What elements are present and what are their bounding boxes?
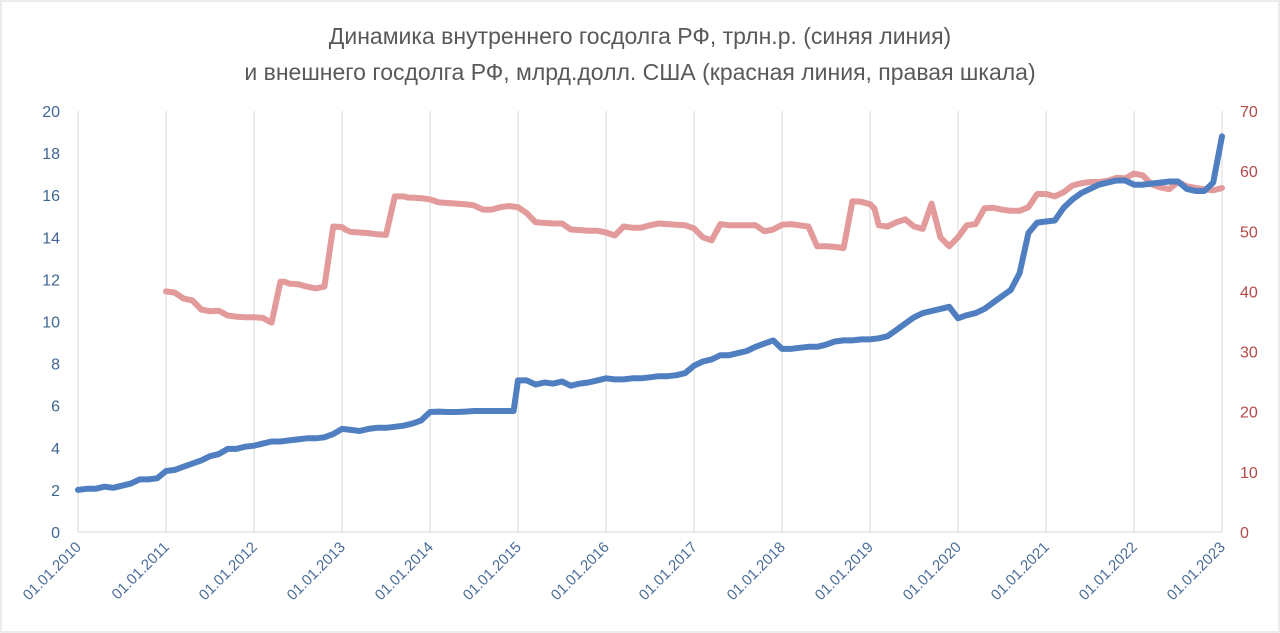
y-right-tick-label: 10 (1240, 465, 1258, 482)
y-axis-right: 0 10 20 30 40 50 60 70 (1240, 104, 1258, 542)
y-right-tick-label: 40 (1240, 284, 1258, 301)
series-line-blue (75, 133, 1225, 493)
grid-lines (77, 111, 1223, 533)
y-left-tick-label: 16 (42, 188, 60, 205)
y-left-tick-label: 0 (51, 525, 60, 542)
y-right-tick-label: 20 (1240, 405, 1258, 422)
y-axis-left: 0 2 4 6 8 10 12 14 16 18 20 (42, 104, 60, 542)
y-left-tick-label: 10 (42, 315, 60, 332)
y-right-tick-label: 50 (1240, 224, 1258, 241)
y-left-tick-label: 8 (51, 357, 60, 374)
y-right-tick-label: 0 (1240, 525, 1249, 542)
series-line-red (163, 170, 1225, 326)
y-left-tick-label: 18 (42, 146, 60, 163)
y-right-tick-label: 70 (1240, 104, 1258, 121)
chart-title-line-2: и внешнего госдолга РФ, млрд.долл. США (… (244, 59, 1035, 85)
y-left-tick-label: 4 (51, 441, 60, 458)
chart-title-line-1: Динамика внутреннего госдолга РФ, трлн.р… (329, 23, 951, 49)
y-left-tick-label: 20 (42, 104, 60, 121)
series-lines (75, 133, 1225, 493)
y-right-tick-label: 30 (1240, 345, 1258, 362)
y-right-tick-label: 60 (1240, 164, 1258, 181)
y-left-tick-label: 2 (51, 483, 60, 500)
y-left-tick-label: 14 (42, 230, 60, 247)
y-left-tick-label: 6 (51, 399, 60, 416)
y-left-tick-label: 12 (42, 272, 60, 289)
